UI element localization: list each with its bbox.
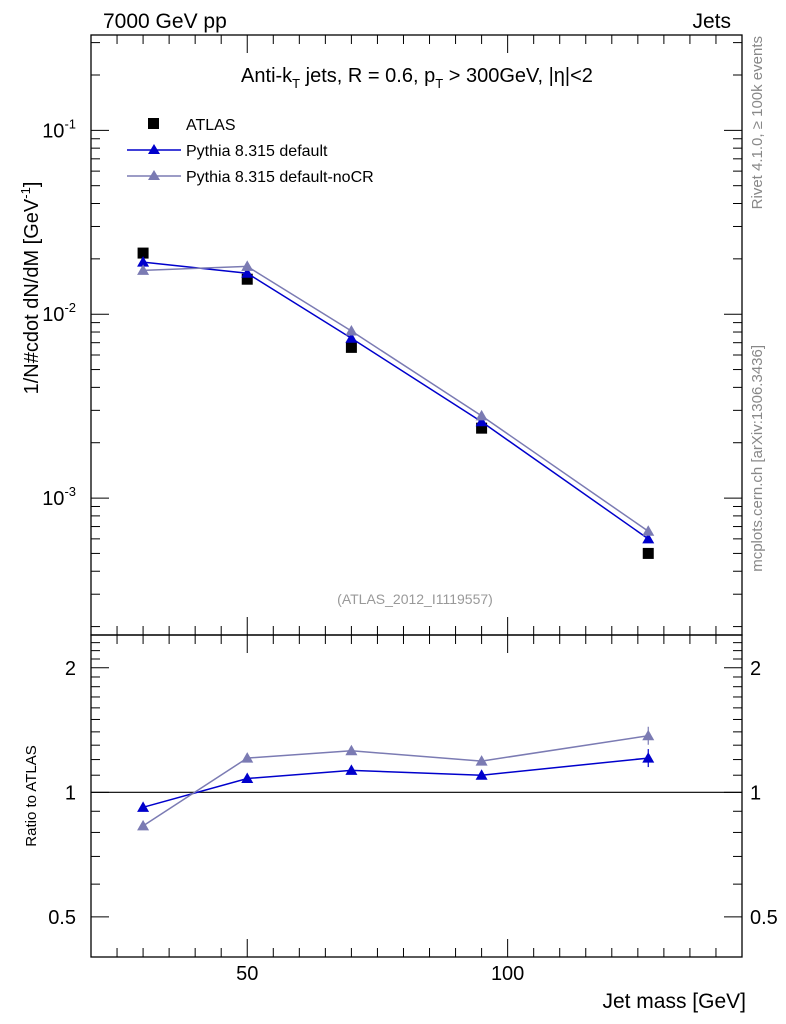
ratio-point-pythia-8-315-default [137, 801, 150, 812]
header-left: 7000 GeV pp [103, 10, 227, 33]
ratio-point-pythia-8-315-default [241, 772, 254, 784]
data-point-pythia-8-315-default [241, 267, 254, 278]
ratio-plot-frame [90, 634, 743, 958]
series-line-pythia-8-315-default [143, 261, 649, 540]
ratio-tick-label-right-1: 1 [750, 782, 761, 804]
ratio-tick-label-right-0.5: 0.5 [750, 907, 778, 929]
ratio-point-pythia-8-315-default-nocr [137, 819, 150, 831]
data-point-pythia-8-315-default [345, 332, 358, 343]
x-tick-label-50: 50 [236, 963, 258, 985]
x-axis-label: Jet mass [GeV] [602, 990, 746, 1013]
data-point-atlas [241, 273, 253, 285]
data-point-pythia-8-315-default [642, 532, 655, 544]
ratio-tick-label-0.5: 0.5 [48, 907, 76, 929]
legend: ATLAS Pythia 8.315 default Pythia 8.315 … [127, 117, 374, 186]
ratio-point-pythia-8-315-default [475, 769, 488, 780]
y-tick-label-1e-3: 10-3 [42, 484, 76, 510]
ratio-point-pythia-8-315-default-nocr [642, 729, 655, 741]
y-tick-label-1e-1: 10-1 [42, 116, 76, 142]
ratio-tick-label-2: 2 [65, 658, 76, 680]
ratio-y-axis-label: Ratio to ATLAS [23, 745, 40, 846]
data-point-atlas [137, 247, 149, 259]
legend-default-label: Pythia 8.315 default [186, 143, 328, 160]
ratio-point-pythia-8-315-default-nocr [345, 744, 358, 756]
main-series [137, 247, 655, 559]
data-point-pythia-8-315-default-nocr [475, 409, 488, 421]
data-point-pythia-8-315-default-nocr [642, 525, 655, 536]
legend-atlas-marker [148, 118, 159, 129]
analysis-reference: (ATLAS_2012_I1119557) [337, 591, 493, 607]
data-point-atlas [345, 341, 357, 353]
ratio-point-pythia-8-315-default-nocr [475, 755, 488, 766]
x-tick-label-100: 100 [491, 963, 524, 985]
legend-atlas-label: ATLAS [186, 117, 236, 134]
legend-default-marker [148, 144, 160, 154]
data-point-atlas [476, 422, 488, 434]
data-point-pythia-8-315-default [137, 256, 150, 267]
series-line-pythia-8-315-default-nocr [143, 265, 649, 532]
header-right: Jets [692, 10, 731, 33]
rivet-version-text: Rivet 4.1.0, ≥ 100k events [749, 36, 766, 209]
data-point-pythia-8-315-default-nocr [241, 260, 254, 271]
main-y-axis-label: 1/N#cdot dN/dM [GeV-1] [18, 182, 43, 395]
legend-nocr-label: Pythia 8.315 default-noCR [186, 169, 374, 186]
ratio-tick-label-1: 1 [65, 782, 76, 804]
y-tick-label-1e-2: 10-2 [42, 300, 76, 326]
ratio-series [137, 726, 655, 831]
ratio-line-pythia-8-315-default [142, 757, 649, 809]
ratio-point-pythia-8-315-default-nocr [241, 752, 254, 763]
plot-title: Anti-kT jets, R = 0.6, pT > 300GeV, |η|<… [241, 65, 593, 91]
data-point-pythia-8-315-default-nocr [345, 325, 358, 336]
legend-nocr-marker [148, 170, 160, 180]
data-point-atlas [642, 547, 654, 559]
ratio-point-pythia-8-315-default [345, 764, 358, 775]
mcplots-source-text: mcplots.cern.ch [arXiv:1306.3436] [749, 345, 766, 572]
ratio-point-pythia-8-315-default [642, 752, 655, 763]
ratio-line-pythia-8-315-default-nocr [142, 735, 649, 827]
data-point-pythia-8-315-default [475, 415, 488, 427]
ratio-tick-label-right-2: 2 [750, 658, 761, 680]
data-point-pythia-8-315-default-nocr [137, 264, 150, 275]
